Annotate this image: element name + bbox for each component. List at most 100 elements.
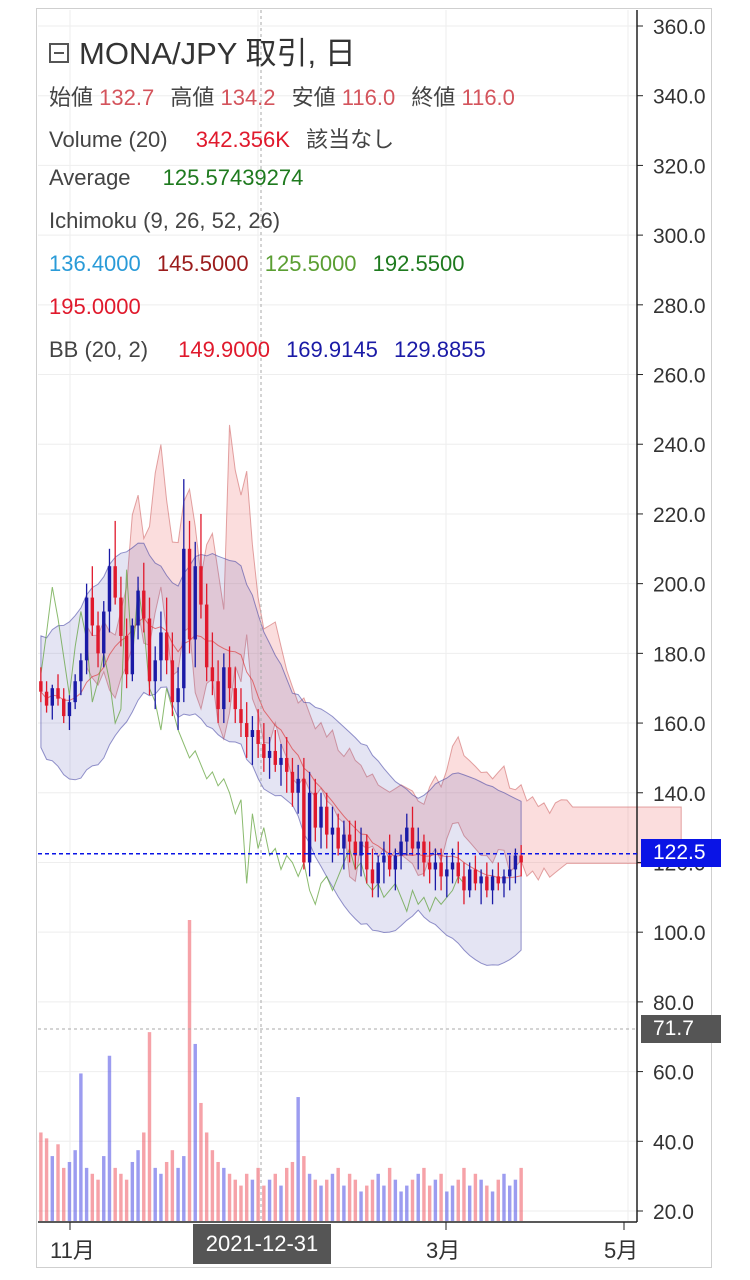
candle-body-46 — [302, 778, 306, 863]
candle-body-34 — [233, 688, 237, 710]
candle-body-63 — [399, 841, 403, 856]
bb-upper: 169.9145 — [286, 337, 378, 362]
candle-body-10 — [96, 625, 100, 654]
volume-bar-84 — [519, 1167, 523, 1221]
volume-bar-57 — [365, 1185, 369, 1221]
bb-label: BB (20, 2) — [49, 337, 149, 362]
candle-body-51 — [330, 827, 335, 835]
volume-bar-20 — [153, 1167, 157, 1221]
volume-bar-74 — [462, 1167, 466, 1221]
open-label: 始値 — [49, 85, 94, 110]
volume-bar-38 — [256, 1167, 260, 1221]
candle-body-22 — [164, 632, 169, 661]
candle-body-80 — [496, 876, 500, 884]
volume-bar-77 — [479, 1179, 483, 1221]
volume-bar-9 — [90, 1173, 95, 1221]
candle-body-29 — [204, 604, 209, 668]
candle-body-59 — [376, 862, 380, 884]
volume-bar-59 — [376, 1173, 380, 1221]
volume-bar-21 — [159, 1173, 163, 1221]
y-tick-label-40: 40.0 — [653, 1131, 694, 1154]
candle-body-39 — [262, 743, 266, 758]
candle-body-6 — [73, 681, 77, 703]
candle-body-12 — [107, 566, 112, 612]
last-price-tag: 122.5 — [641, 839, 721, 867]
ichimoku-values: 136.4000 145.5000 125.5000 192.5500 — [49, 251, 474, 277]
volume-bar-13 — [113, 1167, 117, 1221]
bb-legend[interactable]: BB (20, 2) 149.9000 169.9145 129.8855 — [49, 337, 496, 363]
candle-body-18 — [142, 590, 146, 619]
volume-bar-37 — [250, 1179, 255, 1221]
volume-bars — [39, 920, 523, 1221]
volume-bar-2 — [50, 1156, 55, 1221]
candle-body-5 — [67, 702, 72, 717]
candle-body-64 — [405, 827, 409, 842]
volume-bar-5 — [67, 1161, 72, 1221]
candle-body-24 — [176, 688, 180, 703]
y-tick-label-80: 80.0 — [653, 992, 694, 1015]
volume-bar-53 — [342, 1185, 346, 1221]
y-tick-label-200: 200.0 — [653, 574, 706, 597]
close-label: 終値 — [411, 85, 456, 110]
chart-title[interactable]: MONA/JPY 取引, 日 — [49, 28, 356, 73]
average-label: Average — [49, 165, 131, 190]
candle-body-71 — [445, 869, 449, 877]
volume-bar-11 — [102, 1156, 106, 1221]
volume-bar-67 — [422, 1167, 426, 1221]
lagging-span-line — [40, 569, 465, 913]
volume-legend[interactable]: Volume (20) 342.356K 該当なし — [49, 122, 404, 154]
volume-bar-75 — [467, 1185, 472, 1221]
volume-bar-15 — [124, 1179, 129, 1221]
volume-bar-61 — [387, 1167, 392, 1221]
volume-bar-71 — [445, 1191, 449, 1221]
ichimoku-values-2: 195.0000 — [49, 294, 151, 320]
crosshair-price-tag: 71.7 — [641, 1015, 721, 1043]
volume-bar-62 — [393, 1179, 398, 1221]
candle-body-68 — [427, 862, 432, 870]
volume-bar-16 — [130, 1161, 135, 1221]
candle-body-11 — [102, 611, 106, 654]
indicator-lines — [40, 569, 465, 913]
volume-bar-73 — [456, 1179, 460, 1221]
candle-body-20 — [153, 660, 157, 682]
volume-bar-45 — [296, 1097, 300, 1221]
candle-body-61 — [387, 855, 392, 870]
volume-bar-26 — [187, 920, 192, 1221]
close-value: 116.0 — [461, 85, 515, 110]
candle-body-79 — [490, 876, 495, 891]
y-tick-label-240: 240.0 — [653, 434, 706, 457]
volume-bar-56 — [359, 1191, 363, 1221]
y-tick-label-340: 340.0 — [653, 86, 706, 109]
ichimoku-legend[interactable]: Ichimoku (9, 26, 52, 26) — [49, 208, 290, 234]
volume-bar-44 — [290, 1161, 295, 1221]
candle-body-84 — [519, 855, 523, 863]
average-value: 125.57439274 — [162, 165, 304, 190]
volume-bar-7 — [79, 1073, 83, 1221]
y-tick-label-220: 220.0 — [653, 504, 706, 527]
average-legend[interactable]: Average 125.57439274 — [49, 165, 313, 191]
volume-value: 342.356K — [195, 127, 290, 152]
candle-body-4 — [62, 698, 66, 717]
candle-body-37 — [250, 730, 255, 737]
open-value: 132.7 — [99, 85, 155, 110]
volume-bar-80 — [496, 1179, 500, 1221]
ohlc-row: 始値 132.7 高値 134.2 安値 116.0 終値 116.0 — [49, 80, 525, 112]
volume-bar-65 — [410, 1179, 415, 1221]
candle-body-60 — [382, 855, 386, 863]
candle-body-30 — [210, 667, 215, 682]
volume-bar-6 — [73, 1150, 77, 1221]
volume-bar-0 — [39, 1132, 43, 1221]
low-value: 116.0 — [341, 85, 396, 110]
volume-label: Volume (20) — [49, 127, 168, 152]
candle-body-49 — [319, 806, 323, 828]
volume-bar-3 — [56, 1144, 60, 1221]
candle-body-9 — [90, 597, 95, 626]
volume-bar-46 — [302, 1156, 306, 1221]
ichimoku-conversion: 136.4000 — [49, 251, 141, 276]
volume-bar-42 — [279, 1185, 283, 1221]
volume-bar-4 — [62, 1167, 66, 1221]
collapse-icon[interactable] — [49, 42, 69, 63]
volume-bar-27 — [193, 1043, 197, 1221]
candle-body-69 — [433, 862, 438, 870]
